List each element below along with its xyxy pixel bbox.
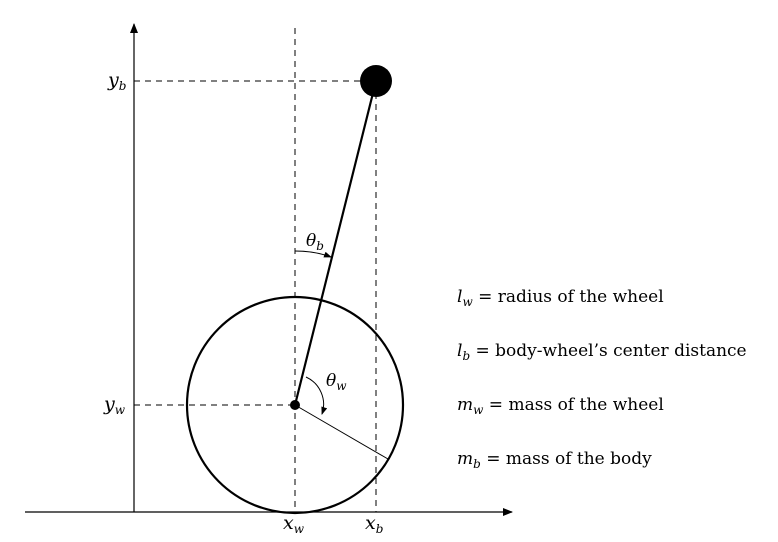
- wheel-center: [290, 400, 300, 410]
- legend-item-body-mass: mb = mass of the body: [457, 449, 652, 471]
- wheel-radius-line: [294, 404, 389, 460]
- xw-label: xw: [283, 512, 305, 536]
- legend-item-wheel-radius: lw = radius of the wheel: [457, 287, 664, 309]
- theta-b-arc: [294, 250, 332, 258]
- pendulum-rod: [293, 80, 378, 406]
- yw-label: yw: [103, 393, 126, 417]
- wheel: [185, 295, 405, 515]
- legend-item-center-distance: lb = body-wheel’s center distance: [457, 341, 747, 363]
- theta-w-label: θw: [326, 371, 347, 393]
- yb-label: yb: [107, 69, 126, 93]
- legend-item-wheel-mass: mw = mass of the wheel: [457, 395, 664, 417]
- theta-w-arc: [305, 376, 328, 415]
- xb-label: xb: [365, 512, 383, 536]
- theta-b-label: θb: [306, 231, 324, 253]
- body-mass: [360, 65, 392, 97]
